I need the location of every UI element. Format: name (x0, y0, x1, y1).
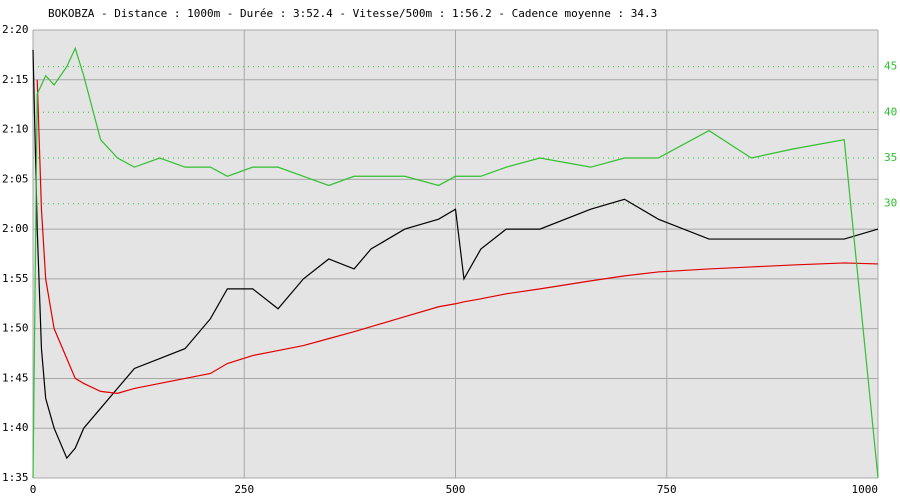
y2-tick-label: 45 (884, 60, 897, 73)
x-tick-label: 250 (234, 483, 254, 496)
y-tick-label: 1:55 (2, 272, 29, 285)
y-tick-label: 1:40 (2, 421, 29, 434)
chart: BOKOBZA - Distance : 1000m - Durée : 3:5… (0, 0, 900, 500)
y2-tick-label: 35 (884, 151, 897, 164)
y-tick-label: 1:35 (2, 471, 29, 484)
x-tick-label: 1000 (852, 483, 879, 496)
y-tick-label: 2:05 (2, 172, 29, 185)
page: {"chart_data": {"type": "line", "title":… (0, 0, 900, 500)
y-tick-label: 1:45 (2, 371, 29, 384)
y-tick-label: 2:00 (2, 222, 29, 235)
y2-tick-label: 40 (884, 105, 897, 118)
x-tick-label: 0 (30, 483, 37, 496)
y-tick-label: 2:20 (2, 23, 29, 36)
x-tick-label: 500 (446, 483, 466, 496)
chart-title: BOKOBZA - Distance : 1000m - Durée : 3:5… (48, 7, 657, 20)
y-tick-label: 2:10 (2, 123, 29, 136)
y2-tick-label: 30 (884, 197, 897, 210)
y-tick-label: 2:15 (2, 73, 29, 86)
y-tick-label: 1:50 (2, 322, 29, 335)
x-tick-label: 750 (657, 483, 677, 496)
